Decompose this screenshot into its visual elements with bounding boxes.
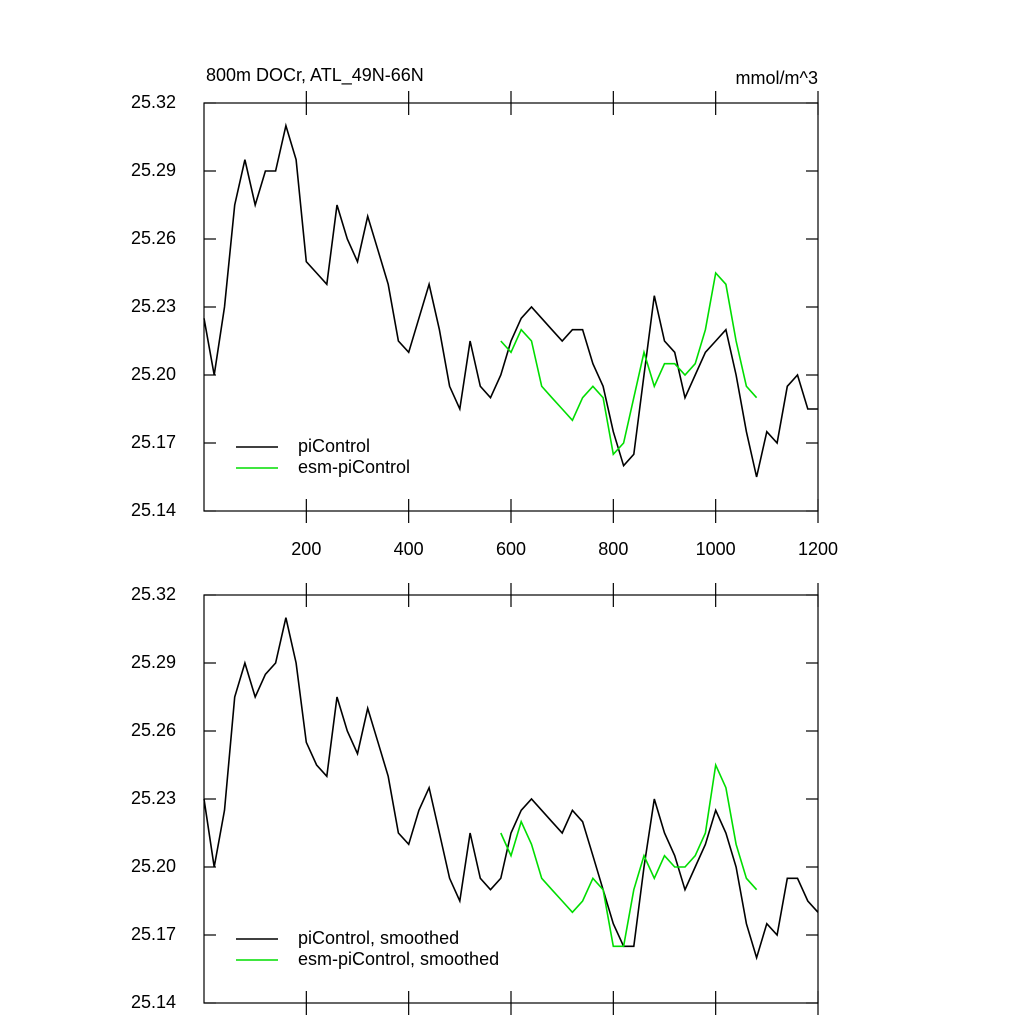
chart-title: 800m DOCr, ATL_49N-66N — [206, 65, 424, 86]
x-tick-label: 400 — [394, 539, 424, 559]
y-tick-label: 25.26 — [131, 720, 176, 740]
y-tick-label: 25.14 — [131, 992, 176, 1012]
series-line — [203, 617, 819, 961]
y-tick-label: 25.23 — [131, 296, 176, 316]
legend-label: piControl, smoothed — [298, 928, 459, 948]
series-line — [500, 271, 758, 457]
y-tick-label: 25.14 — [131, 500, 176, 520]
x-tick-label: 600 — [496, 539, 526, 559]
x-tick-label: 1200 — [798, 539, 838, 559]
y-tick-label: 25.23 — [131, 788, 176, 808]
y-tick-label: 25.29 — [131, 160, 176, 180]
y-tick-label: 25.29 — [131, 652, 176, 672]
units-label: mmol/m^3 — [736, 68, 818, 88]
y-tick-label: 25.17 — [131, 432, 176, 452]
y-tick-label: 25.32 — [131, 584, 176, 604]
legend-label: esm-piControl — [298, 457, 410, 477]
series-line — [500, 762, 758, 948]
y-tick-label: 25.26 — [131, 228, 176, 248]
y-tick-label: 25.20 — [131, 856, 176, 876]
x-tick-label: 800 — [598, 539, 628, 559]
legend-label: esm-piControl, smoothed — [298, 949, 499, 969]
y-tick-label: 25.32 — [131, 92, 176, 112]
x-tick-label: 1000 — [696, 539, 736, 559]
series-line — [203, 122, 818, 478]
legend-label: piControl — [298, 436, 370, 456]
y-tick-label: 25.17 — [131, 924, 176, 944]
plot-frame — [203, 594, 819, 1004]
y-tick-label: 25.20 — [131, 364, 176, 384]
x-tick-label: 200 — [291, 539, 321, 559]
